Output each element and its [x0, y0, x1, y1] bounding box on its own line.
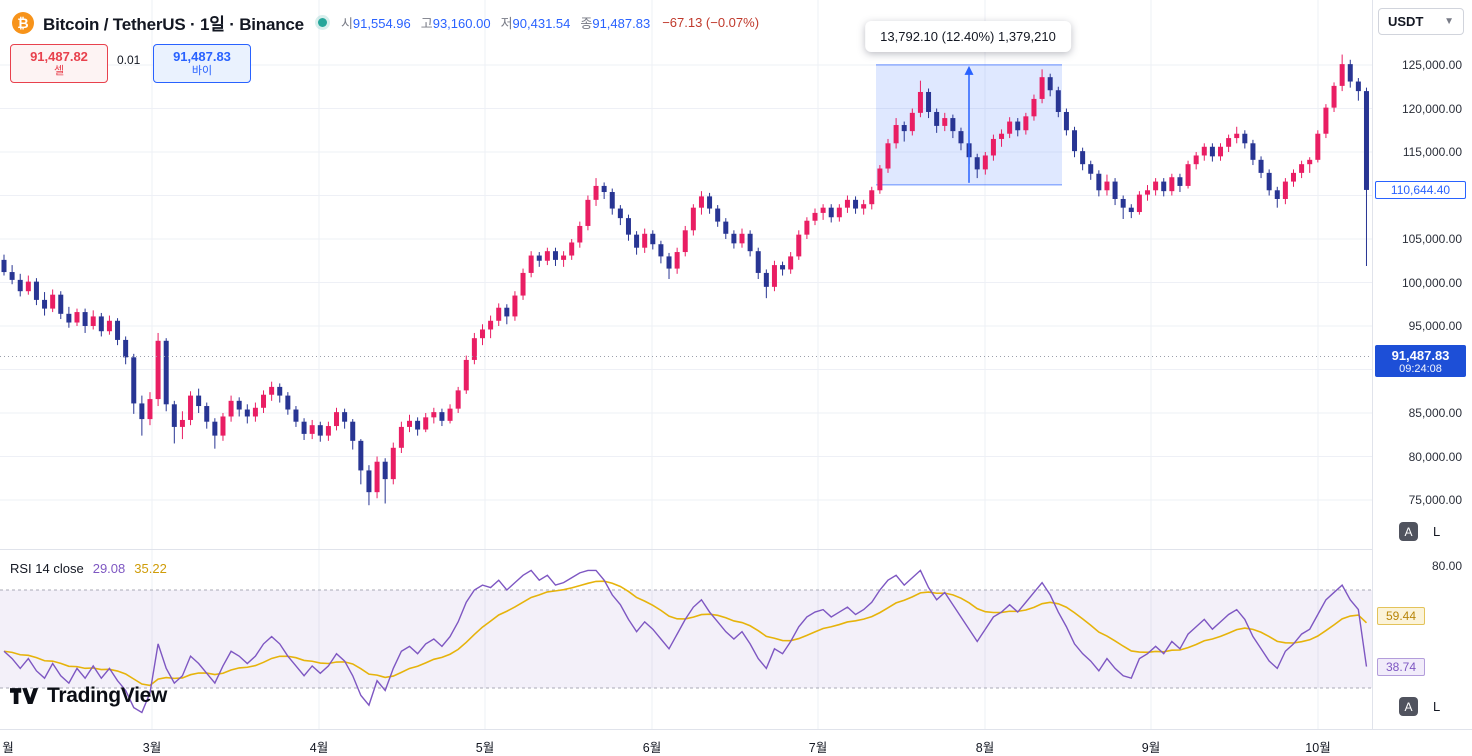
- price-label: 80,000.00: [1408, 449, 1462, 464]
- time-label: 10월: [1305, 741, 1331, 755]
- rsi-current-value: 29.08: [92, 561, 126, 576]
- time-label: 8월: [975, 741, 995, 755]
- bar-countdown: 09:24:08: [1399, 363, 1442, 376]
- symbol-title[interactable]: Bitcoin / TetherUS · 1일 · Binance: [43, 15, 304, 34]
- high-value: 93,160.00: [432, 16, 491, 31]
- close-label: 종: [580, 16, 593, 31]
- candlestick-series: [1, 54, 1369, 506]
- sell-label: 셀: [53, 64, 65, 77]
- price-line-label: 110,644.40: [1375, 180, 1466, 199]
- time-label: 3월: [142, 741, 162, 755]
- price-axis[interactable]: 110,644.40 91,487.83 09:24:08 A L 80.00 …: [1372, 0, 1472, 755]
- last-price-value: 91,487.83: [1391, 348, 1450, 364]
- time-label: 4월: [309, 741, 329, 755]
- rsi-scale-controls: A L: [1399, 697, 1440, 716]
- sell-price: 91,487.82: [30, 49, 88, 65]
- time-axis[interactable]: 월 3월 4월 5월 6월 7월 8월 9월 10월: [0, 729, 1472, 756]
- bitcoin-logo-icon: ₿: [12, 11, 34, 34]
- spread-value: 0.01: [117, 53, 141, 67]
- rsi-ma-current-value: 35.22: [134, 561, 167, 576]
- time-label: 월: [2, 741, 14, 755]
- buy-price: 91,487.83: [173, 49, 231, 65]
- log-scale-button[interactable]: L: [1433, 524, 1441, 539]
- buy-label: 바이: [191, 64, 213, 77]
- price-label: 115,000.00: [1402, 145, 1462, 159]
- ohlc-values: 시91,554.96 고93,160.00 저90,431.54 종91,487…: [341, 13, 759, 32]
- low-value: 90,431.54: [512, 16, 571, 31]
- price-label: 120,000.00: [1401, 101, 1462, 116]
- currency-selector-value: USDT: [1388, 14, 1424, 29]
- price-label: 95,000.00: [1408, 319, 1462, 333]
- high-label: 고: [420, 16, 433, 31]
- rsi-log-scale-button[interactable]: L: [1433, 699, 1441, 714]
- sell-button[interactable]: 91,487.82 셀: [10, 44, 108, 83]
- chevron-down-icon: ▼: [1444, 16, 1454, 27]
- rsi-scale-label: 80.00: [1431, 558, 1462, 573]
- rsi-ma-badge: 59.44: [1377, 606, 1425, 625]
- rsi-auto-scale-button[interactable]: A: [1399, 697, 1418, 716]
- close-value: 91,487.83: [592, 16, 651, 31]
- rsi-indicator-header[interactable]: RSI 14 close 29.08 35.22: [10, 561, 167, 576]
- rsi-line: [3, 569, 1368, 714]
- price-label: 75,000.00: [1408, 493, 1462, 507]
- price-label: 105,000.00: [1401, 232, 1462, 246]
- auto-scale-button[interactable]: A: [1399, 522, 1418, 541]
- time-label: 6월: [642, 741, 662, 755]
- change-value: −67.13 (−0.07%): [662, 15, 760, 30]
- time-label: 5월: [475, 741, 495, 755]
- price-label: 100,000.00: [1401, 275, 1462, 290]
- measure-tooltip: 13,792.10 (12.40%) 1,379,210: [865, 21, 1071, 52]
- tradingview-logo[interactable]: TradingView: [10, 684, 167, 708]
- tradingview-logo-icon: [10, 687, 39, 704]
- buy-button[interactable]: 91,487.83 바이: [153, 44, 251, 83]
- rsi-value-badge: 38.74: [1377, 657, 1425, 676]
- main-scale-controls: A L: [1399, 522, 1440, 541]
- market-status-dot: [317, 18, 327, 27]
- time-label: 9월: [1141, 741, 1161, 755]
- currency-selector[interactable]: USDT ▼: [1378, 8, 1464, 35]
- price-label: 85,000.00: [1408, 406, 1462, 420]
- open-label: 시: [340, 16, 353, 31]
- measure-arrowhead: [964, 65, 974, 75]
- low-label: 저: [500, 16, 513, 31]
- last-price-badge: 91,487.83 09:24:08: [1375, 345, 1466, 378]
- rsi-title: RSI 14 close: [10, 561, 84, 576]
- time-label: 7월: [808, 741, 828, 755]
- open-value: 91,554.96: [352, 16, 411, 31]
- symbol-header: ₿ Bitcoin / TetherUS · 1일 · Binance 시91,…: [12, 10, 759, 35]
- price-label: 125,000.00: [1401, 58, 1462, 72]
- tradingview-logo-text: TradingView: [47, 684, 168, 707]
